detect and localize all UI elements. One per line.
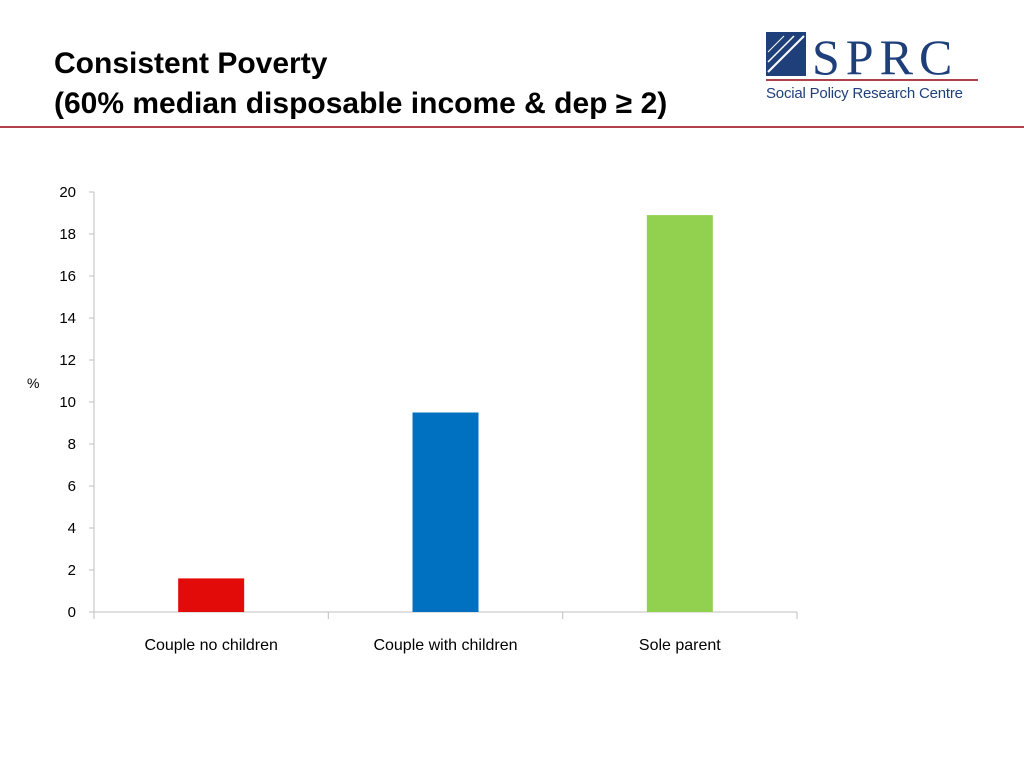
y-tick-label: 12 [59,352,76,369]
bar-chart: 0 2 4 6 8 10 12 14 16 18 20 Couple no children Coupl… [0,160,840,670]
y-tick-label: 18 [59,226,76,243]
logo-emblem-stripe [767,35,785,53]
logo-emblem-stripe [767,35,795,63]
y-tick-label: 2 [68,562,76,579]
logo-subtitle: Social Policy Research Centre [766,85,963,102]
sprc-logo-mark: SPRC [766,29,978,84]
bar [178,578,245,612]
bar [646,215,713,612]
y-tick-label: 14 [59,310,76,327]
chart-canvas: 0 2 4 6 8 10 12 14 16 18 20 Couple no children Coupl… [59,184,798,654]
logo-emblem-stripe [767,35,805,73]
y-tick-label: 6 [68,478,76,495]
header-rule [0,126,1024,128]
y-tick-label: 10 [59,394,76,411]
slide-title-line-2: (60% median disposable income & dep ≥ 2) [54,87,668,120]
y-tick-label: 4 [68,520,76,537]
logo-mark-text: SPRC [812,29,958,84]
slide-title-line-1: Consistent Poverty [54,47,328,80]
y-tick-label: 16 [59,268,76,285]
y-tick-label: 0 [68,604,76,621]
x-tick-label: Sole parent [639,637,721,654]
bar [412,412,479,612]
y-axis-label: % [27,375,40,391]
slide-title: Consistent Poverty (60% median disposabl… [54,44,667,124]
x-tick-label: Couple no children [144,637,277,654]
y-tick-label: 20 [59,184,76,201]
sprc-logo: SPRC Social Policy Research Centre [764,28,980,108]
y-tick-label: 8 [68,436,76,453]
x-tick-label: Couple with children [373,637,517,654]
logo-underline [766,79,978,81]
